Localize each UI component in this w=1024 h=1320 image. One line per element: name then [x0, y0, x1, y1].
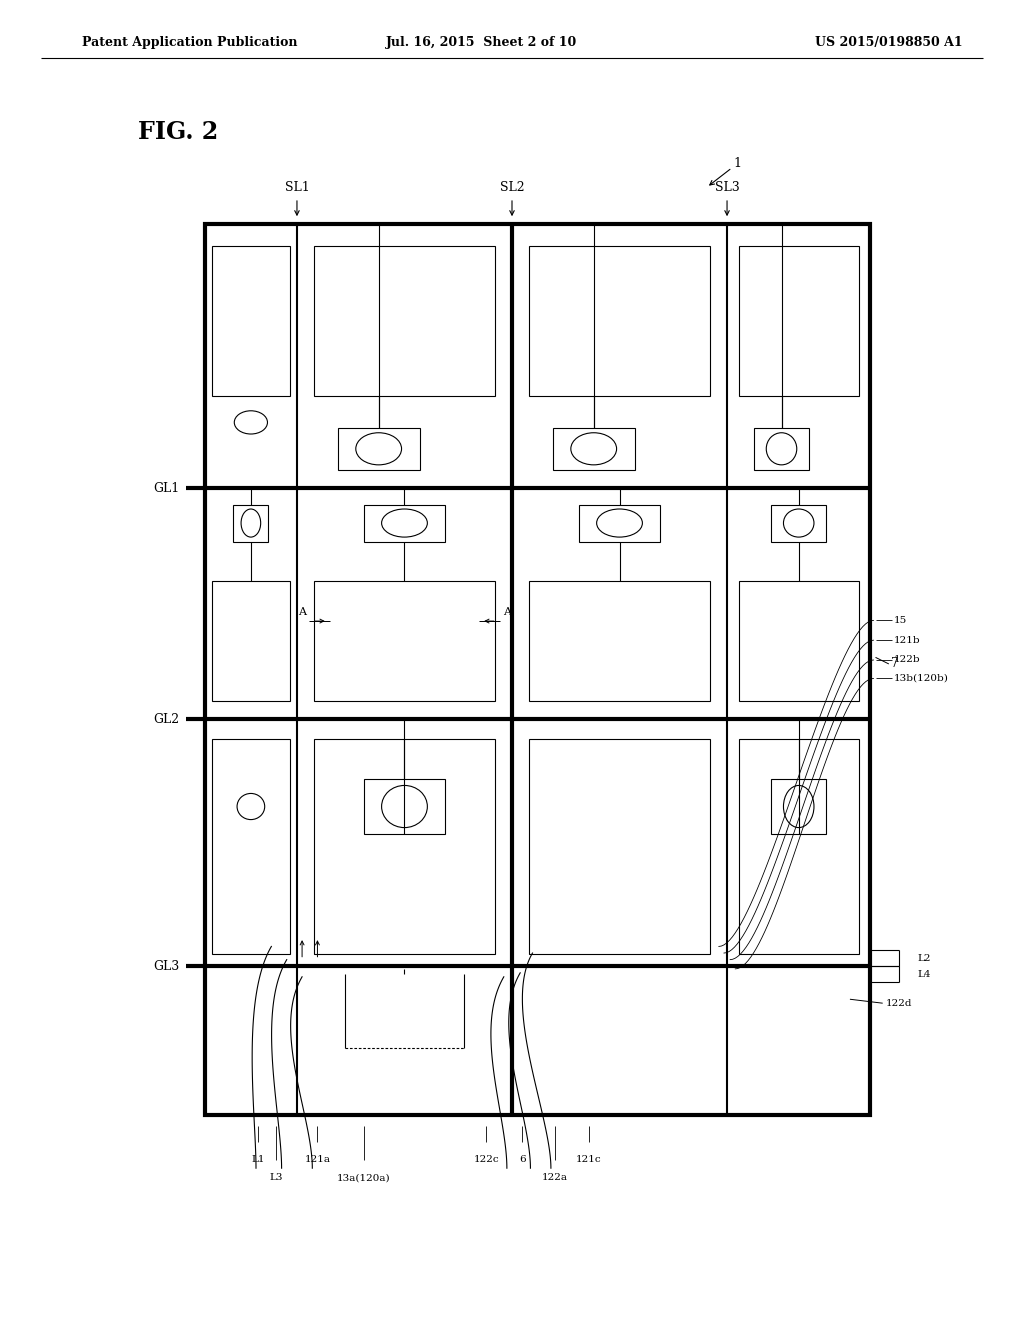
Text: 121a: 121a — [304, 1155, 331, 1164]
Text: 7: 7 — [891, 657, 898, 671]
Text: 121c: 121c — [575, 1155, 602, 1164]
Text: 15: 15 — [894, 616, 907, 624]
Bar — [205, 224, 870, 1115]
Bar — [738, 581, 859, 701]
Text: US 2015/0198850 A1: US 2015/0198850 A1 — [815, 36, 963, 49]
Text: GL3: GL3 — [153, 960, 179, 973]
Text: Patent Application Publication: Patent Application Publication — [82, 36, 297, 49]
Bar — [212, 581, 290, 701]
Text: 13a(120a): 13a(120a) — [337, 1173, 390, 1183]
Text: 122d: 122d — [886, 999, 912, 1007]
Text: L3: L3 — [269, 1173, 284, 1183]
Bar — [314, 739, 495, 954]
Bar — [755, 428, 809, 470]
Text: A: A — [298, 607, 306, 616]
Bar — [233, 504, 268, 541]
Bar — [771, 504, 826, 541]
Text: L4: L4 — [918, 970, 931, 978]
Text: Jul. 16, 2015  Sheet 2 of 10: Jul. 16, 2015 Sheet 2 of 10 — [386, 36, 577, 49]
Bar — [338, 428, 420, 470]
Bar — [579, 504, 660, 541]
Bar — [738, 246, 859, 396]
Text: L2: L2 — [918, 954, 931, 962]
Bar — [212, 246, 290, 396]
Text: GL2: GL2 — [153, 713, 179, 726]
Bar — [212, 739, 290, 954]
Text: A: A — [503, 607, 511, 616]
Text: SL2: SL2 — [500, 181, 524, 194]
Text: 1: 1 — [733, 157, 741, 170]
Text: 122c: 122c — [473, 1155, 500, 1164]
Text: 122a: 122a — [542, 1173, 568, 1183]
Bar — [364, 504, 445, 541]
Bar — [529, 581, 710, 701]
Text: L1: L1 — [251, 1155, 265, 1164]
Bar — [529, 739, 710, 954]
Text: FIG. 2: FIG. 2 — [138, 120, 218, 144]
Bar — [529, 246, 710, 396]
Bar — [314, 246, 495, 396]
Text: SL3: SL3 — [715, 181, 739, 194]
Bar — [771, 779, 826, 834]
Bar — [364, 779, 445, 834]
Text: 122b: 122b — [894, 656, 921, 664]
Text: 6: 6 — [519, 1155, 525, 1164]
Text: GL1: GL1 — [153, 482, 179, 495]
Bar — [314, 581, 495, 701]
Text: 121b: 121b — [894, 636, 921, 644]
Bar — [738, 739, 859, 954]
Bar — [553, 428, 635, 470]
Text: SL1: SL1 — [285, 181, 309, 194]
Text: 13b(120b): 13b(120b) — [894, 675, 949, 682]
